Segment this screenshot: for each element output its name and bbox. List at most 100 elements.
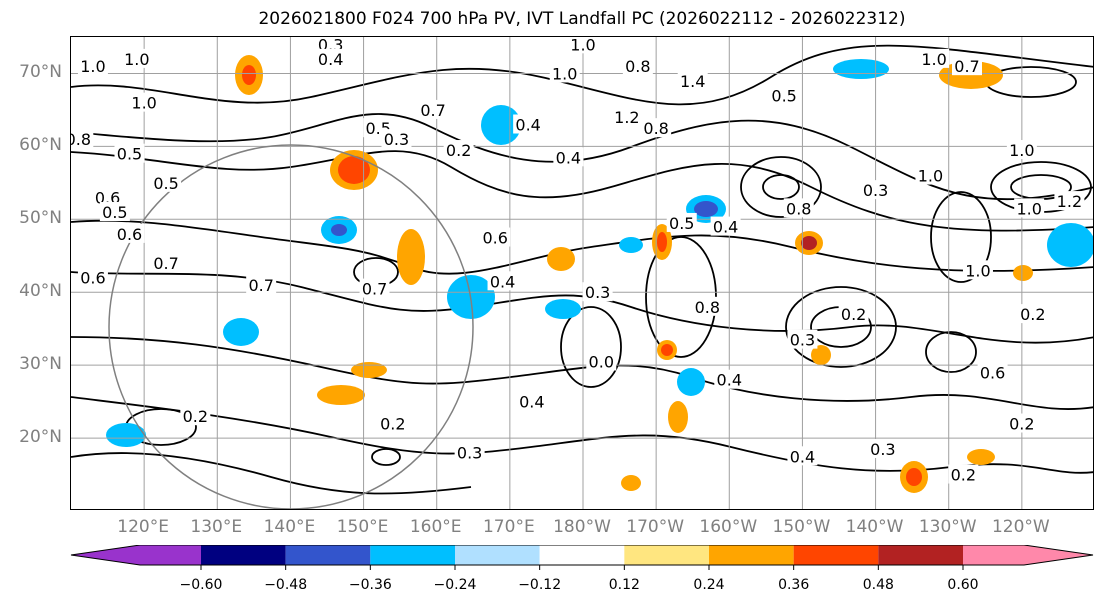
- range-circle: [108, 144, 474, 509]
- contour-label: 1.0: [124, 50, 149, 69]
- colorbar-tick-label: −0.48: [264, 577, 308, 593]
- contour-label-bg: [77, 56, 108, 76]
- contour-label-bg: [769, 85, 800, 105]
- contour-label: 0.2: [841, 305, 866, 324]
- colorbar-segment: [285, 545, 371, 565]
- contour-label-bg: [915, 165, 946, 185]
- contour-label-bg: [359, 278, 390, 298]
- colorbar-tick-label: 0.36: [778, 577, 810, 593]
- contour-label: 1.0: [1009, 141, 1034, 160]
- contour-label: 0.3: [585, 283, 610, 302]
- contour-label-bg: [121, 48, 152, 68]
- distance-circle: [108, 144, 474, 509]
- contour-label: 0.7: [248, 276, 273, 295]
- contour-label: 0.7: [153, 254, 178, 273]
- contour-label-bg: [838, 304, 869, 324]
- contour-label-bg: [641, 118, 672, 138]
- contour-label: 1.0: [921, 50, 946, 69]
- longitude-label: 120°E: [117, 517, 169, 537]
- contour-label-bg: [418, 99, 449, 119]
- contour-label: 0.8: [71, 130, 91, 149]
- contour-label-bg: [377, 413, 408, 433]
- longitude-label: 140°W: [845, 517, 904, 537]
- contour-label: 0.3: [870, 440, 895, 459]
- contour-label: 1.2: [614, 108, 639, 127]
- contour-label-bg: [114, 143, 145, 163]
- contour-label: 0.8: [625, 57, 650, 76]
- map-plot: 1.0 1.0 1.0 0.3 0.4 1.0 1.0 0.8 1.4 1.2 0.8 0.5 1.0 0…: [71, 37, 1093, 509]
- latitude-label: 60°N: [19, 135, 62, 156]
- colorbar-tick-label: −0.24: [433, 577, 477, 593]
- colorbar-segment: [370, 545, 455, 565]
- longitude-label: 150°W: [772, 517, 831, 537]
- contour-label-bg: [71, 129, 94, 149]
- contour-label-bg: [962, 260, 993, 280]
- contour-label: 0.5: [669, 214, 694, 233]
- contour-label-bg: [513, 114, 544, 134]
- contour-label: 0.5: [153, 174, 178, 193]
- contour-label-bg: [568, 37, 598, 54]
- contour-labels: 1.0 1.0 1.0 0.3 0.4 1.0 1.0 0.8 1.4 1.2 0.8 0.5 1.0 0…: [71, 37, 1085, 485]
- contour-label-bg: [783, 198, 814, 218]
- contour-label: 0.3: [863, 181, 888, 200]
- contour-label: 0.3: [790, 331, 815, 350]
- contour-label: 0.4: [556, 148, 581, 167]
- contour-label: 0.6: [117, 225, 142, 244]
- contour-label: 1.0: [570, 37, 595, 54]
- colorbar-segment: [624, 545, 709, 565]
- contour-label: 0.3: [457, 444, 482, 463]
- latitude-label: 50°N: [19, 208, 62, 229]
- colorbar-segment: [878, 545, 963, 565]
- colorbar-tick-label: 0.12: [608, 577, 640, 593]
- contour-label-bg: [487, 271, 518, 291]
- longitude-label: 140°E: [263, 517, 316, 537]
- contour-label: 1.4: [680, 72, 705, 91]
- contour-label: 1.0: [80, 57, 105, 76]
- colorbar-segment: [201, 545, 286, 565]
- contour-label-bg: [1017, 304, 1048, 324]
- contour-label: 0.5: [771, 86, 796, 105]
- colorbar-segment: [539, 545, 625, 565]
- colorbar-tick-label: −0.12: [518, 577, 562, 593]
- colorbar-tick-label: 0.60: [947, 577, 979, 593]
- contour-label-bg: [99, 202, 130, 222]
- contour-label-bg: [151, 172, 182, 192]
- contour-label-bg: [677, 70, 708, 90]
- contour-label-bg: [919, 48, 950, 68]
- contour-label: 0.6: [80, 269, 105, 288]
- latitude-label: 20°N: [19, 427, 62, 448]
- latitude-label: 70°N: [19, 62, 62, 83]
- contour-label: 1.0: [918, 167, 943, 186]
- contour-label: 0.7: [420, 101, 445, 120]
- contour-label-bg: [443, 140, 474, 160]
- contour-label-bg: [952, 56, 982, 76]
- contour-label-bg: [1014, 198, 1045, 218]
- contour-label-bg: [787, 329, 818, 349]
- contour-label-bg: [516, 391, 547, 411]
- contour-label: 0.4: [490, 272, 515, 291]
- longitude-label: 130°E: [190, 517, 243, 537]
- contour-label: 0.4: [519, 393, 544, 412]
- colorbar-tick-label: 0.48: [862, 577, 894, 593]
- contour-label-bg: [586, 351, 617, 371]
- contour-label: 1.2: [1057, 192, 1082, 211]
- contour-label-bg: [553, 147, 584, 167]
- contour-label-bg: [977, 362, 1008, 382]
- colorbar-segment: [709, 545, 794, 565]
- contour-label: 0.8: [786, 199, 811, 218]
- colorbar-extend-min: [71, 545, 201, 565]
- contour-label-bg: [381, 129, 412, 149]
- longitude-label: 170°E: [482, 517, 535, 537]
- longitude-label: 180°W: [553, 517, 611, 537]
- contour-label: 1.0: [131, 94, 156, 113]
- contour-label-bg: [714, 369, 745, 389]
- contour-label: 1.0: [1016, 199, 1041, 218]
- contour-label-bg: [867, 439, 898, 459]
- contour-label-bg: [151, 253, 182, 273]
- contour-label-bg: [454, 442, 485, 462]
- contour-label: 0.5: [117, 145, 142, 164]
- map-title: 2026021800 F024 700 hPa PV, IVT Landfall…: [258, 9, 906, 29]
- contour-label-bg: [787, 446, 818, 466]
- contour-label: 0.2: [183, 407, 208, 426]
- contour-label: 0.6: [483, 229, 508, 248]
